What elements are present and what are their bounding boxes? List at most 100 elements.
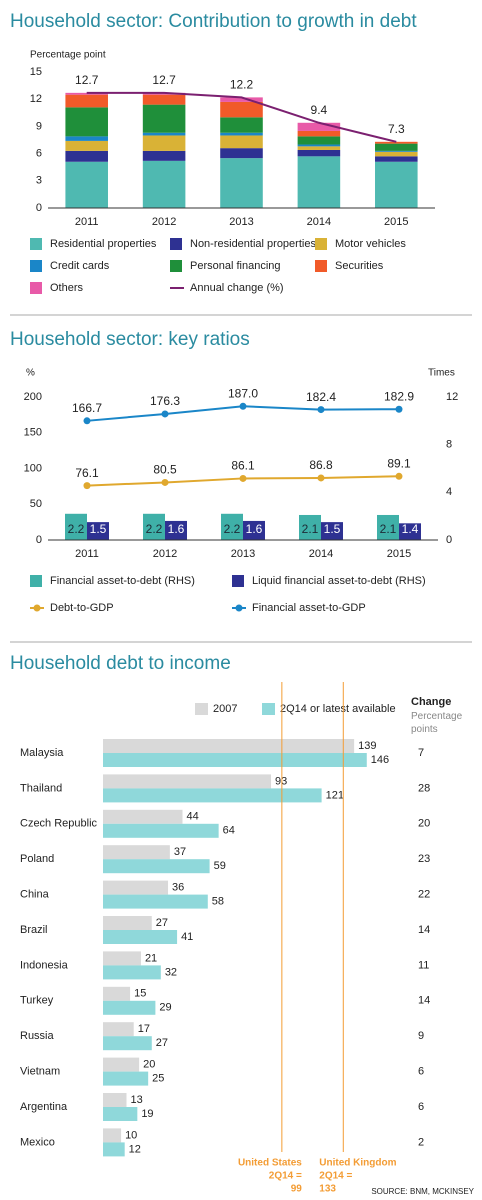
chart-title: Household sector: Contribution to growth…: [10, 11, 417, 32]
legend-swatch: [315, 260, 327, 272]
category-label: Poland: [20, 853, 54, 865]
reference-label: United Kingdom: [319, 1158, 396, 1169]
bar: [65, 161, 108, 208]
y-tick-label: 15: [30, 66, 42, 78]
reference-label: United States: [238, 1158, 302, 1169]
bar: [299, 514, 321, 540]
reference-sublabel: 2Q14 =: [319, 1171, 352, 1182]
category-label: Thailand: [20, 782, 62, 794]
bar-label: 139: [358, 740, 376, 752]
legend-label: 2007: [213, 703, 237, 715]
legend-swatch: [170, 260, 182, 272]
point: [317, 406, 325, 414]
bar: [103, 894, 208, 909]
y2-tick-label: 8: [446, 439, 452, 451]
change-title: Change: [411, 696, 451, 708]
y-axis-label: Percentage point: [30, 50, 106, 61]
data-label: 166.7: [72, 401, 102, 415]
x-tick-label: 2014: [309, 548, 333, 560]
bar: [103, 1000, 156, 1015]
category-label: Russia: [20, 1030, 55, 1042]
point: [83, 482, 91, 490]
bar: [65, 94, 108, 108]
data-label: 89.1: [387, 456, 411, 470]
legend-swatch: [30, 282, 42, 294]
change-value: 9: [418, 1030, 424, 1042]
point: [83, 417, 91, 425]
x-tick-label: 2012: [152, 216, 176, 228]
bar-label: 19: [141, 1108, 153, 1120]
source: SOURCE: BNM, MCKINSEY: [371, 1187, 474, 1196]
bar: [103, 1128, 122, 1143]
data-label: 80.5: [153, 463, 177, 477]
legend-swatch: [315, 238, 327, 250]
legend-label: Motor vehicles: [335, 238, 406, 250]
bar-label: 2.2: [68, 522, 85, 536]
category-label: Czech Republic: [20, 818, 98, 830]
y-tick-label: 6: [36, 148, 42, 160]
change-value: 14: [418, 924, 430, 936]
reference-sublabel: 2Q14 =: [269, 1171, 302, 1182]
x-tick-label: 2013: [229, 216, 253, 228]
bar-label: 36: [172, 882, 184, 894]
data-label: 7.3: [388, 122, 405, 136]
bar: [103, 753, 367, 767]
legend-swatch: [262, 703, 275, 715]
y-tick-label: 12: [30, 93, 42, 105]
bar-label: 15: [134, 988, 146, 1000]
data-label: 86.8: [309, 458, 333, 472]
point: [395, 472, 403, 480]
data-label: 12.7: [75, 73, 99, 87]
bar: [297, 122, 341, 131]
bar: [220, 101, 263, 118]
data-label: 187.0: [228, 386, 258, 400]
x-tick-label: 2011: [75, 548, 99, 560]
y-tick-label: 100: [24, 462, 42, 474]
bar: [65, 150, 108, 162]
category-label: Malaysia: [20, 747, 64, 759]
bar: [103, 774, 272, 789]
point: [239, 474, 247, 482]
bar: [103, 823, 219, 838]
bar: [103, 930, 178, 944]
bar-label: 20: [143, 1059, 155, 1071]
legend-swatch: [30, 238, 42, 250]
bar: [377, 514, 399, 540]
legend-label: Personal financing: [190, 260, 281, 272]
chart-title: Household sector: key ratios: [10, 329, 250, 350]
chart-title: Household debt to income: [10, 653, 231, 674]
bar-label: 1.6: [168, 522, 185, 536]
bar: [399, 523, 421, 540]
category-label: Brazil: [20, 924, 48, 936]
bar: [220, 135, 263, 149]
y2-tick-label: 0: [446, 534, 452, 546]
bar: [103, 859, 210, 874]
y2-axis-label: Times: [428, 368, 455, 379]
bar: [103, 845, 170, 860]
legend-swatch: [195, 703, 208, 715]
bar-label: 37: [174, 846, 186, 858]
y-tick-label: 150: [24, 427, 42, 439]
change-value: 22: [418, 889, 430, 901]
bar-label: 93: [275, 775, 287, 787]
bar-label: 27: [156, 917, 168, 929]
bar: [220, 158, 263, 208]
category-label: Turkey: [20, 995, 54, 1007]
bar: [142, 94, 186, 105]
bar: [297, 146, 341, 150]
point: [317, 474, 325, 482]
bar: [220, 97, 263, 102]
change-value: 7: [418, 747, 424, 759]
bar-label: 1.6: [246, 522, 263, 536]
bar-label: 121: [326, 789, 344, 801]
bar-label: 1.5: [324, 522, 341, 536]
y-tick-label: 3: [36, 175, 42, 187]
x-tick-label: 2012: [153, 548, 177, 560]
legend-label: Debt-to-GDP: [50, 602, 114, 614]
bar-label: 146: [371, 754, 389, 766]
legend-swatch: [232, 575, 244, 587]
change-value: 6: [418, 1066, 424, 1078]
bar-label: 27: [156, 1037, 168, 1049]
bar: [142, 160, 186, 208]
